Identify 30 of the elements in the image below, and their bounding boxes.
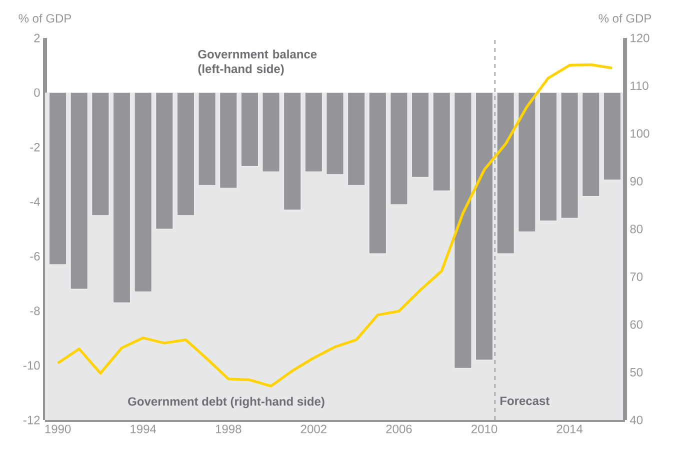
x-tick-label: 1994 (130, 424, 156, 434)
x-tick-label: 2006 (386, 424, 412, 434)
series-label: Government debt (right-hand side) (128, 396, 324, 408)
line-series (56, 63, 614, 388)
y-tick-label: -2 (30, 142, 40, 152)
y2-tick-label: 40 (630, 416, 643, 424)
y-tick-label: -8 (30, 306, 40, 316)
x-tick-label: 2002 (300, 424, 326, 434)
y2-tick-label: 100 (630, 129, 650, 138)
y-tick-label: -4 (30, 198, 40, 206)
y2-tick-label: 90 (630, 176, 643, 186)
y-tick-label: 0 (34, 88, 40, 97)
x-tick-label: 1998 (216, 424, 242, 434)
y-axis-title: % of GDP (18, 14, 72, 23)
y2-tick-label: 70 (630, 272, 643, 282)
y-tick-label: -10 (23, 361, 40, 370)
y2-tick-label: 60 (630, 320, 643, 329)
x-tick-label: 2014 (556, 424, 583, 434)
y2-tick-label: 110 (630, 81, 648, 90)
ref-line-label: Forecast (500, 396, 550, 406)
x-tick-label: 2010 (472, 424, 498, 434)
y-tick-label: -12 (23, 416, 40, 424)
y2-axis-title: % of GDP (598, 14, 652, 23)
y2-tick-label: 50 (630, 368, 643, 377)
y-tick-label: 2 (34, 34, 40, 42)
y2-tick-label: 120 (630, 34, 650, 42)
y-tick-label: -6 (30, 252, 40, 261)
y2-tick-label: 80 (630, 224, 643, 234)
series-label: Government balance (left-hand side) (198, 50, 317, 76)
x-tick-label: 1990 (45, 424, 71, 434)
